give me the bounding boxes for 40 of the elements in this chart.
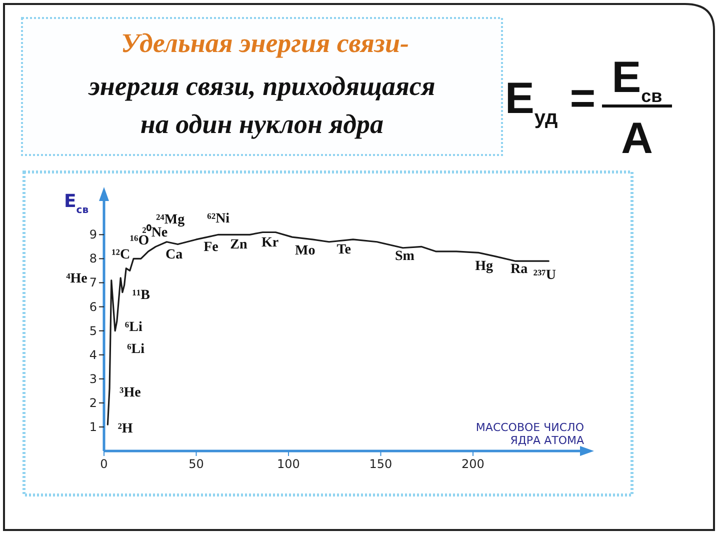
annotation: Te [336,242,351,258]
x-tick-label: 50 [188,457,204,471]
annotation: ⁶²Ni [207,212,230,227]
y-tick-label: 8 [89,252,97,266]
annotation: ⁶Li [127,342,145,357]
annotation: Hg [475,258,494,274]
x-tick-label: 150 [369,457,392,471]
y-tick-label: 9 [89,228,97,242]
text: E$_{уд}$ = [505,74,596,129]
annotation: Ra [510,262,528,278]
annotation: ¹¹B [132,288,150,304]
text: A [621,114,653,163]
annotation: Zn [230,238,248,253]
x-tick-label: 0 [100,457,108,471]
annotation: Kr [261,235,279,250]
y-tick-label: 3 [89,372,97,386]
y-tick-label: 4 [89,348,97,362]
annotation: Ca [166,247,183,262]
annotation: Sm [395,248,415,264]
annotation: ⁴He [66,271,88,286]
y-tick-label: 6 [89,300,97,314]
annotation: ¹⁶O [130,234,150,249]
chart-subtitle: энергия связи, приходящаяся на один нуклон ядра [88,71,436,139]
y-tick-label: 1 [89,420,97,434]
y-tick-label: 2 [89,396,97,410]
chart-title: Удельная энергия связи- [121,28,409,58]
x-tick-label: 100 [277,457,300,471]
y-tick-label: 5 [89,324,97,338]
text: E$_{св}$ [612,53,662,106]
y-tick-label: 7 [89,276,97,290]
annotation: ¹²C [112,247,130,262]
annotation: ³He [120,386,141,400]
y-axis-title: E$_{св}$ [64,191,89,216]
annotation: Mo [294,243,316,258]
annotation: ⁶Li [124,320,142,336]
x-tick-label: 200 [462,457,484,471]
annotation: Fe [204,240,218,256]
annotation: ²³⁷U [533,268,556,284]
annotation: ²H [118,422,133,437]
x-axis-title: МАССОВОЕ ЧИСЛО ЯДРА АТОМА [476,421,584,447]
